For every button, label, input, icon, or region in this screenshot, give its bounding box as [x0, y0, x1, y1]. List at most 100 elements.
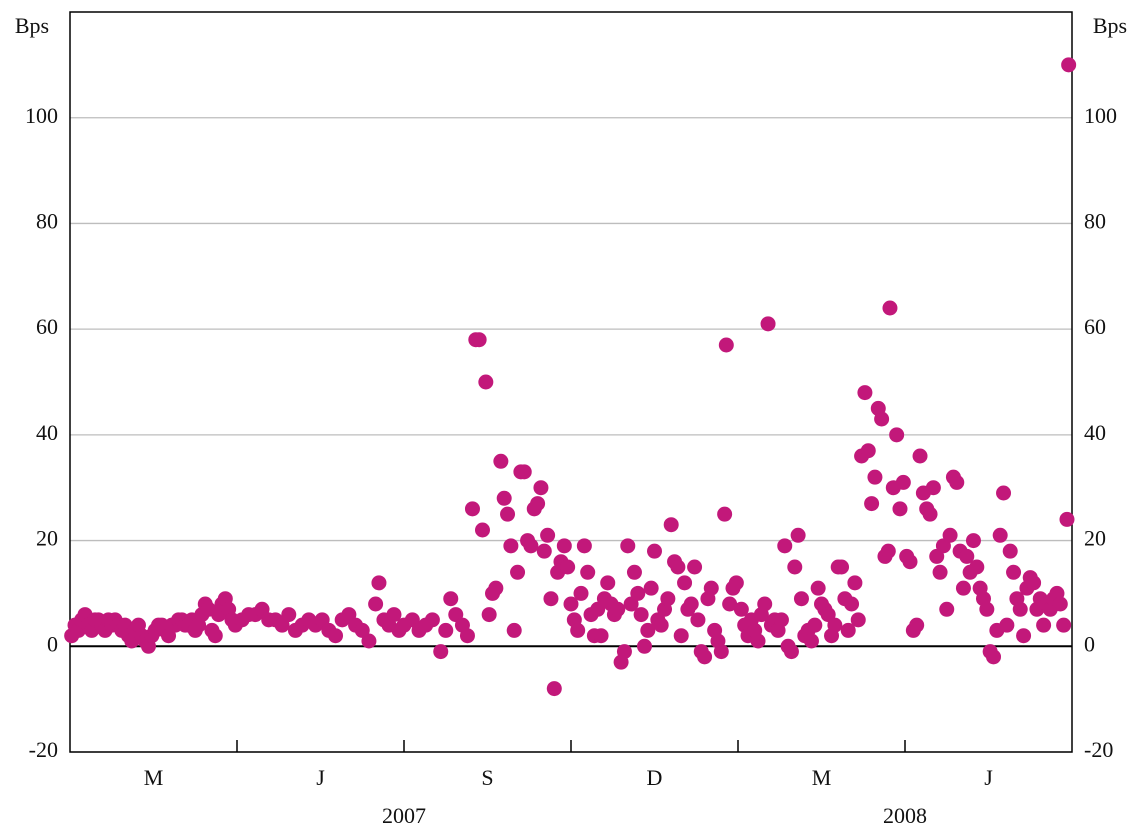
point — [433, 644, 449, 660]
point — [844, 596, 860, 612]
point — [533, 480, 549, 496]
point — [1006, 564, 1022, 580]
point — [386, 607, 402, 623]
point — [510, 564, 526, 580]
point — [1036, 617, 1052, 633]
point — [663, 517, 679, 533]
point — [773, 612, 789, 628]
point — [573, 585, 589, 601]
point — [1056, 617, 1072, 633]
point — [750, 633, 766, 649]
point — [690, 612, 706, 628]
point — [874, 411, 890, 427]
x-tick-label: D — [647, 765, 663, 790]
point — [999, 617, 1015, 633]
x-tick-label: S — [481, 765, 493, 790]
point — [647, 543, 662, 559]
point — [493, 453, 509, 469]
point — [506, 622, 522, 638]
point — [925, 480, 941, 496]
point — [949, 474, 965, 490]
point — [932, 564, 948, 580]
point — [1052, 596, 1068, 612]
point — [556, 538, 572, 554]
point — [1016, 628, 1032, 644]
point — [857, 385, 873, 401]
y2-axis-label: Bps — [1093, 13, 1127, 38]
point — [840, 622, 856, 638]
x-tick-label: J — [984, 765, 993, 790]
point — [503, 538, 519, 554]
point — [464, 501, 480, 517]
point — [889, 427, 905, 443]
point — [523, 538, 539, 554]
point — [640, 622, 656, 638]
y-tick-label: 40 — [36, 420, 58, 445]
point — [474, 522, 490, 538]
point — [880, 543, 896, 559]
point — [864, 496, 880, 512]
point — [892, 501, 908, 517]
point — [902, 554, 918, 570]
point — [459, 628, 475, 644]
point — [371, 575, 387, 591]
point — [757, 596, 773, 612]
point — [728, 575, 744, 591]
point — [793, 591, 809, 607]
point — [670, 559, 686, 575]
point — [600, 575, 616, 591]
point — [803, 633, 819, 649]
y2-tick-label: -20 — [1084, 737, 1113, 762]
point — [1002, 543, 1018, 559]
point — [207, 628, 223, 644]
point — [540, 527, 556, 543]
point — [717, 506, 733, 522]
y-axis-label: Bps — [15, 13, 49, 38]
point — [500, 506, 516, 522]
point — [939, 601, 955, 617]
point — [1061, 57, 1077, 73]
point — [777, 538, 793, 554]
point — [516, 464, 532, 480]
y-tick-label: 0 — [47, 631, 58, 656]
point — [783, 644, 799, 660]
point — [281, 607, 297, 623]
point — [328, 628, 344, 644]
point — [677, 575, 693, 591]
y2-tick-label: 100 — [1084, 103, 1117, 128]
point — [986, 649, 1002, 665]
point — [959, 548, 975, 564]
point — [438, 622, 454, 638]
point — [992, 527, 1008, 543]
point — [620, 538, 636, 554]
point — [683, 596, 699, 612]
point — [424, 612, 440, 628]
point — [361, 633, 377, 649]
point — [760, 316, 776, 332]
point — [543, 591, 559, 607]
point — [626, 564, 642, 580]
point — [827, 617, 843, 633]
point — [1012, 601, 1028, 617]
point — [810, 580, 826, 596]
point — [882, 300, 898, 316]
point — [909, 617, 925, 633]
y-tick-label: 80 — [36, 208, 58, 233]
point — [922, 506, 938, 522]
x-tick-label: M — [812, 765, 832, 790]
point — [718, 337, 734, 353]
point — [580, 564, 596, 580]
x-tick-label: J — [316, 765, 325, 790]
point — [787, 559, 803, 575]
y2-tick-label: 40 — [1084, 420, 1106, 445]
y-tick-label: 100 — [25, 103, 58, 128]
point — [616, 644, 632, 660]
year-label: 2008 — [883, 803, 927, 828]
y-tick-label: 20 — [36, 526, 58, 551]
point — [368, 596, 384, 612]
point — [687, 559, 703, 575]
x-tick-label: M — [144, 765, 164, 790]
point — [912, 448, 928, 464]
point — [850, 612, 866, 628]
